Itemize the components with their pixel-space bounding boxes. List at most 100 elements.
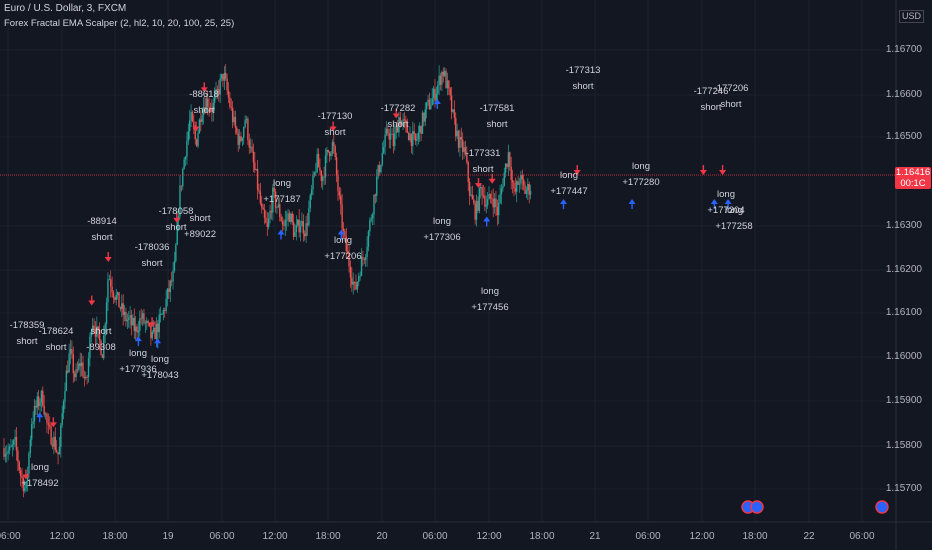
candle-body (499, 194, 501, 203)
candle-body (166, 288, 169, 299)
candle-body (50, 426, 52, 445)
trade-annotation: long +177204 (707, 189, 745, 216)
candle-body (421, 112, 424, 134)
candle-body (374, 194, 377, 196)
candle-body (366, 246, 368, 257)
candle-body (302, 220, 305, 234)
candle-body (152, 327, 155, 332)
candle-body (209, 107, 212, 109)
candle-body (179, 185, 181, 217)
candle-body (387, 128, 389, 133)
arrow-head (134, 336, 142, 342)
candle-body (28, 453, 30, 474)
candle-body (148, 323, 151, 326)
trade-annotation: -177581 short (479, 103, 515, 130)
indicator-title[interactable]: Forex Fractal EMA Scalper (2, hl2, 10, 2… (4, 18, 235, 29)
candlestick-series (3, 64, 532, 498)
trade-annotation: long +177187 (263, 178, 301, 205)
time-label: 12:00 (689, 531, 715, 542)
candle-body (73, 373, 76, 378)
candle-body (219, 78, 221, 95)
candle-body (17, 450, 19, 462)
trade-annotation: -178036 short (134, 242, 170, 269)
time-label: 06:00 (0, 531, 21, 542)
candle-body (364, 256, 367, 260)
candle-body (380, 164, 382, 173)
candle-body (258, 189, 260, 192)
time-label: 18:00 (102, 531, 128, 542)
arrow-head (329, 126, 337, 132)
candle-body (176, 220, 178, 245)
long-signal-arrow (337, 229, 345, 240)
candle-body (251, 146, 253, 152)
arrow-head (22, 474, 30, 480)
candle-body (468, 181, 471, 196)
symbol-title[interactable]: Euro / U.S. Dollar, 3, FXCM (4, 3, 127, 14)
candle-body (409, 133, 411, 141)
candle-body (511, 180, 514, 183)
short-signal-arrow (329, 121, 337, 132)
candle-body (453, 109, 456, 118)
candle-body (370, 218, 372, 221)
candle-body (384, 134, 386, 148)
candle-body (164, 310, 166, 311)
price-label: 1.15800 (885, 440, 922, 451)
candle-body (89, 336, 91, 359)
currency-label[interactable]: USD (898, 10, 924, 23)
candle-body (262, 207, 264, 210)
candle-body (377, 165, 379, 177)
candle-body (121, 303, 123, 309)
candle-body (502, 186, 504, 189)
candle-body (162, 310, 165, 315)
arrow-head (154, 338, 162, 344)
candle-body (529, 191, 532, 195)
candle-body (80, 362, 83, 367)
candle-body (205, 98, 208, 112)
candle-body (165, 298, 167, 311)
candle-body (128, 317, 130, 320)
candle-body (402, 119, 404, 122)
arrow-head (724, 199, 732, 205)
candle-body (446, 80, 449, 89)
trade-annotation: long +177258 (715, 205, 753, 232)
candle-body (266, 222, 268, 227)
candle-body (60, 424, 62, 448)
long-signal-arrow (724, 199, 732, 210)
long-signal-arrow (433, 99, 441, 109)
candle-body (427, 99, 429, 103)
arrow-head (200, 87, 208, 93)
candle-body (15, 436, 18, 451)
candle-body (450, 95, 453, 113)
arrow-head (573, 170, 581, 176)
candle-body (65, 370, 68, 391)
candle-body (222, 74, 224, 81)
candle-body (254, 162, 256, 170)
candle-body (215, 89, 217, 97)
candle-body (326, 149, 328, 156)
candle-body (425, 102, 428, 110)
candle-body (150, 325, 152, 339)
arrow-head (277, 229, 285, 235)
candle-body (112, 292, 115, 298)
candle-body (11, 444, 14, 447)
candle-body (518, 183, 521, 185)
candle-body (182, 169, 184, 187)
candle-body (187, 131, 190, 141)
candle-body (190, 112, 192, 121)
time-label: 18:00 (529, 531, 555, 542)
candle-body (35, 405, 37, 408)
candle-body (434, 88, 436, 101)
candle-body (123, 312, 126, 316)
candle-body (410, 133, 413, 146)
signal-markers (22, 82, 732, 480)
trade-annotation: long +178492 (21, 462, 59, 489)
candle-body (525, 190, 528, 194)
candle-body (261, 203, 263, 208)
candle-body (104, 324, 106, 336)
arrow-head (104, 257, 112, 263)
candle-body (245, 118, 248, 121)
candle-body (236, 127, 238, 133)
candle-body (492, 198, 494, 208)
candle-body (78, 363, 80, 370)
